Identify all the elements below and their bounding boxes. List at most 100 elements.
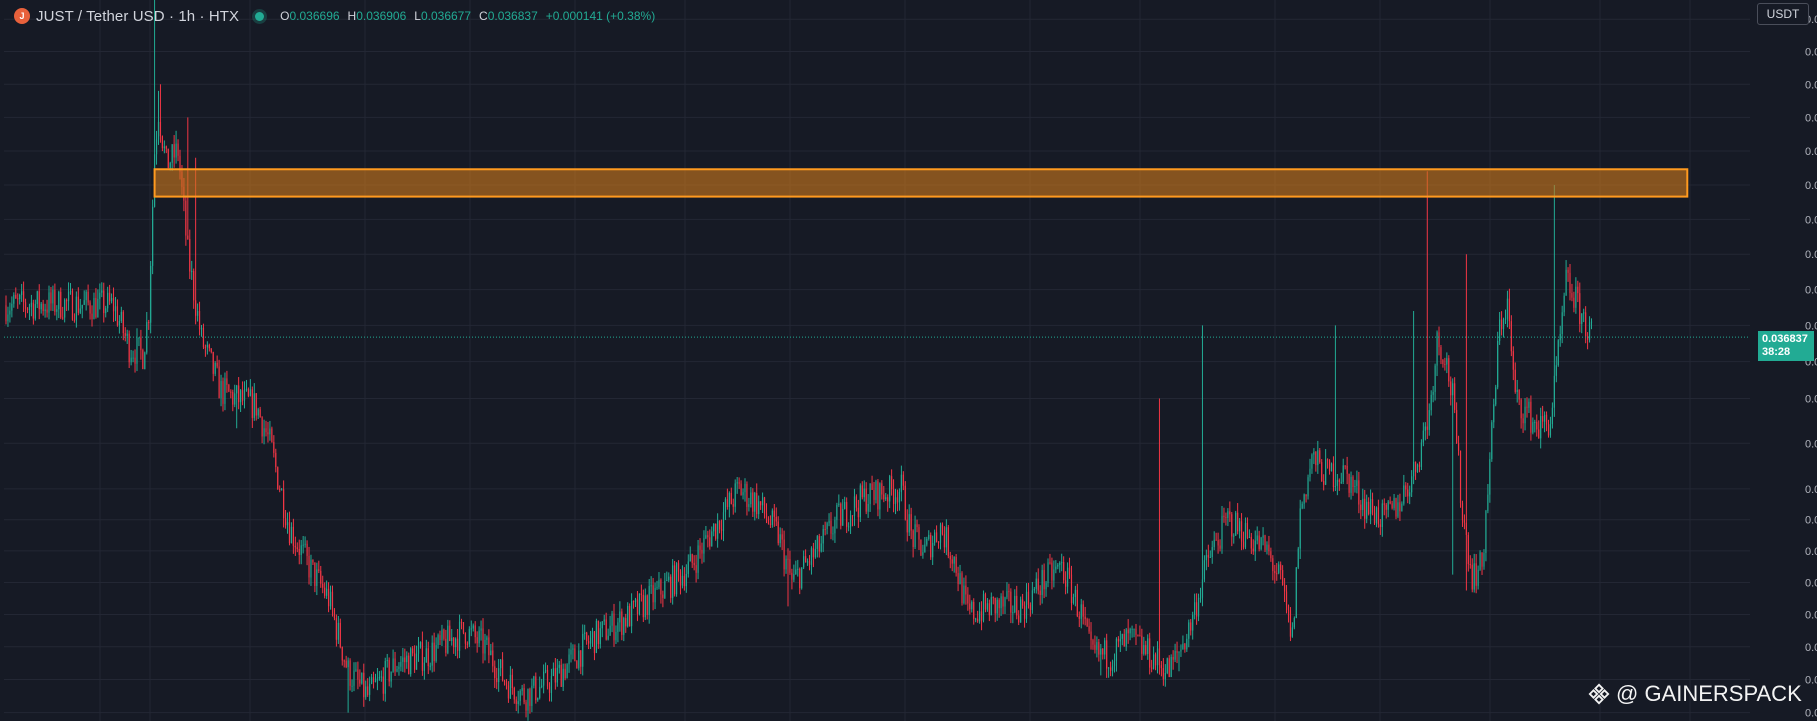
candle-body — [157, 121, 160, 140]
candle-body — [7, 314, 9, 322]
candle-body — [1053, 569, 1055, 581]
candle-body — [144, 352, 146, 370]
candle-body — [1088, 626, 1090, 632]
candle-body — [632, 601, 635, 603]
candle-body — [1540, 416, 1542, 439]
candle-body — [1295, 567, 1297, 619]
candle-body — [484, 639, 486, 654]
resistance-zone[interactable] — [153, 168, 1689, 198]
currency-selector-button[interactable]: USDT — [1757, 3, 1809, 25]
y-tick-label: 0.034000 — [1805, 546, 1817, 558]
candle-body — [380, 676, 382, 678]
candle-body — [161, 136, 163, 149]
candle-body — [1571, 293, 1573, 298]
candle-body — [1152, 654, 1155, 669]
candle-body — [1352, 476, 1354, 488]
candle-body — [750, 492, 752, 505]
candle-body — [155, 139, 158, 155]
candle-body — [396, 668, 398, 672]
candle-body — [672, 565, 674, 598]
candle-body — [777, 521, 779, 544]
candle-body — [1043, 570, 1045, 590]
candle-body — [945, 527, 947, 548]
candle-body — [834, 519, 836, 534]
candle-body — [1549, 424, 1552, 436]
candle-body — [775, 516, 777, 522]
candle-body — [580, 650, 582, 667]
candle-body — [304, 543, 306, 545]
candle-body — [457, 638, 459, 651]
candle-body — [1309, 468, 1311, 478]
candle-body — [1264, 535, 1266, 550]
candle-body — [793, 574, 795, 580]
y-tick-label: 0.040500 — [1805, 79, 1817, 91]
candle-body — [519, 690, 521, 702]
candle-body — [273, 442, 275, 453]
candle-body — [261, 417, 263, 437]
candle-body — [1018, 615, 1020, 623]
candle-body — [617, 622, 619, 632]
symbol-title[interactable]: JUST / Tether USD · 1h · HTX — [36, 7, 240, 25]
candle-body — [742, 492, 744, 496]
candle-body — [560, 664, 562, 687]
candle-body — [359, 679, 361, 684]
candle-body — [1561, 312, 1563, 334]
candle-body — [544, 669, 547, 672]
candle-body — [292, 526, 294, 546]
candle-body — [1526, 406, 1528, 408]
y-tick-label: 0.034400 — [1805, 515, 1817, 527]
candle-body — [171, 144, 173, 163]
candle-body — [930, 534, 932, 558]
candle-body — [1395, 498, 1397, 517]
candle-body — [107, 292, 109, 309]
candle-body — [765, 513, 768, 519]
candle-body — [595, 620, 598, 654]
candle-body — [1530, 401, 1532, 433]
candle-body — [1461, 503, 1464, 521]
candle-body — [1588, 322, 1591, 340]
ohlc-values: O0.036696 H0.036906 L0.036677 C0.036837 … — [280, 9, 655, 23]
candle-body — [22, 291, 25, 303]
candle-body — [1131, 628, 1133, 630]
candle-body — [1583, 312, 1585, 314]
candle-body — [496, 678, 498, 683]
candle-body — [1463, 520, 1466, 523]
candle-body — [343, 660, 345, 662]
candle-body — [1436, 332, 1438, 366]
candle-body — [1108, 667, 1110, 669]
candle-body — [226, 378, 228, 385]
candle-body — [126, 333, 128, 336]
candle-body — [752, 492, 754, 512]
candle-body — [1168, 658, 1170, 678]
candle-body — [384, 661, 386, 694]
candle-body — [1207, 555, 1209, 558]
candle-body — [896, 497, 899, 503]
candle-body — [1389, 501, 1391, 504]
candle-body — [1393, 498, 1395, 509]
candle-body — [1250, 536, 1252, 549]
candle-body — [554, 668, 556, 683]
candle-body — [1045, 583, 1047, 590]
candle-body — [468, 628, 470, 645]
candle-body — [1049, 562, 1051, 564]
candle-body — [515, 699, 517, 704]
candle-body — [1575, 286, 1577, 308]
candle-body — [1012, 612, 1014, 614]
candle-body — [238, 385, 240, 403]
candle-body — [761, 497, 764, 506]
candle-body — [1368, 501, 1370, 515]
candle-body — [50, 292, 52, 304]
candle-body — [998, 599, 1000, 609]
candle-body — [1313, 451, 1315, 455]
candle-body — [421, 642, 424, 671]
candle-body — [543, 671, 545, 686]
candle-body — [271, 428, 273, 443]
candle-body — [1051, 562, 1053, 581]
candle-body — [175, 143, 177, 158]
candle-body — [1037, 578, 1039, 591]
candle-body — [814, 548, 816, 558]
candle-body — [1215, 539, 1217, 541]
candle-body — [195, 300, 197, 316]
candle-body — [1416, 464, 1419, 472]
